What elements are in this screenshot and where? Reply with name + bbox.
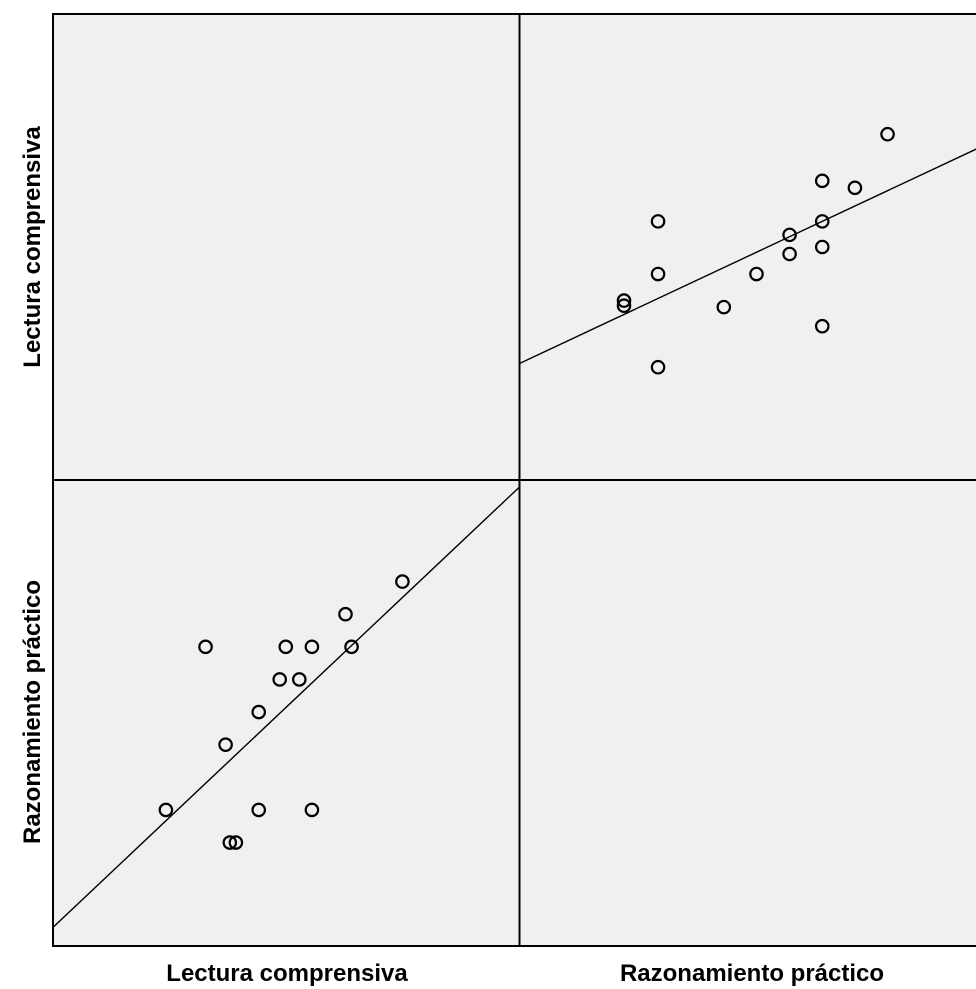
- row-label-razonamiento-practico: Razonamiento práctico: [19, 580, 46, 844]
- panel-bg-r0-c0: [53, 14, 520, 480]
- data-point: [616, 298, 632, 314]
- marks-layer: [53, 126, 976, 928]
- panel-1-0-marks: [53, 486, 520, 928]
- data-point: [716, 299, 732, 315]
- data-point: [292, 672, 307, 687]
- data-point: [344, 639, 359, 655]
- data-point: [395, 574, 410, 589]
- fit-line: [53, 486, 520, 928]
- data-point: [228, 835, 244, 850]
- panel-layer: [53, 14, 976, 946]
- data-point: [251, 704, 267, 720]
- data-point: [880, 126, 895, 142]
- data-point: [782, 227, 797, 243]
- data-point: [222, 835, 238, 850]
- data-point: [218, 737, 233, 752]
- data-point: [814, 239, 830, 255]
- panel-bg-r1-c0: [53, 480, 520, 946]
- data-point: [304, 639, 320, 655]
- data-point: [814, 318, 830, 334]
- col-label-razonamiento-practico: Razonamiento práctico: [620, 960, 884, 987]
- panel-bg-r1-c1: [519, 480, 976, 946]
- data-point: [650, 266, 666, 282]
- matrix-frame: [52, 13, 976, 947]
- panel-0-1-marks: [519, 126, 976, 375]
- data-point: [847, 180, 863, 196]
- data-point: [782, 246, 797, 262]
- data-point: [158, 802, 174, 818]
- data-point: [278, 639, 294, 655]
- data-point: [814, 173, 830, 189]
- col-label-lectura-comprensiva: Lectura comprensiva: [166, 960, 408, 987]
- data-point: [272, 672, 288, 687]
- data-point: [338, 606, 353, 622]
- panel-bg-r0-c1: [519, 14, 976, 480]
- data-point: [814, 214, 830, 229]
- fit-line: [519, 148, 976, 365]
- data-point: [198, 639, 213, 655]
- data-point: [304, 802, 320, 818]
- data-point: [650, 214, 666, 229]
- row-label-lectura-comprensiva: Lectura comprensiva: [19, 126, 46, 368]
- data-point: [650, 359, 666, 375]
- data-point: [749, 266, 764, 282]
- data-point: [616, 293, 632, 308]
- data-point: [251, 802, 267, 818]
